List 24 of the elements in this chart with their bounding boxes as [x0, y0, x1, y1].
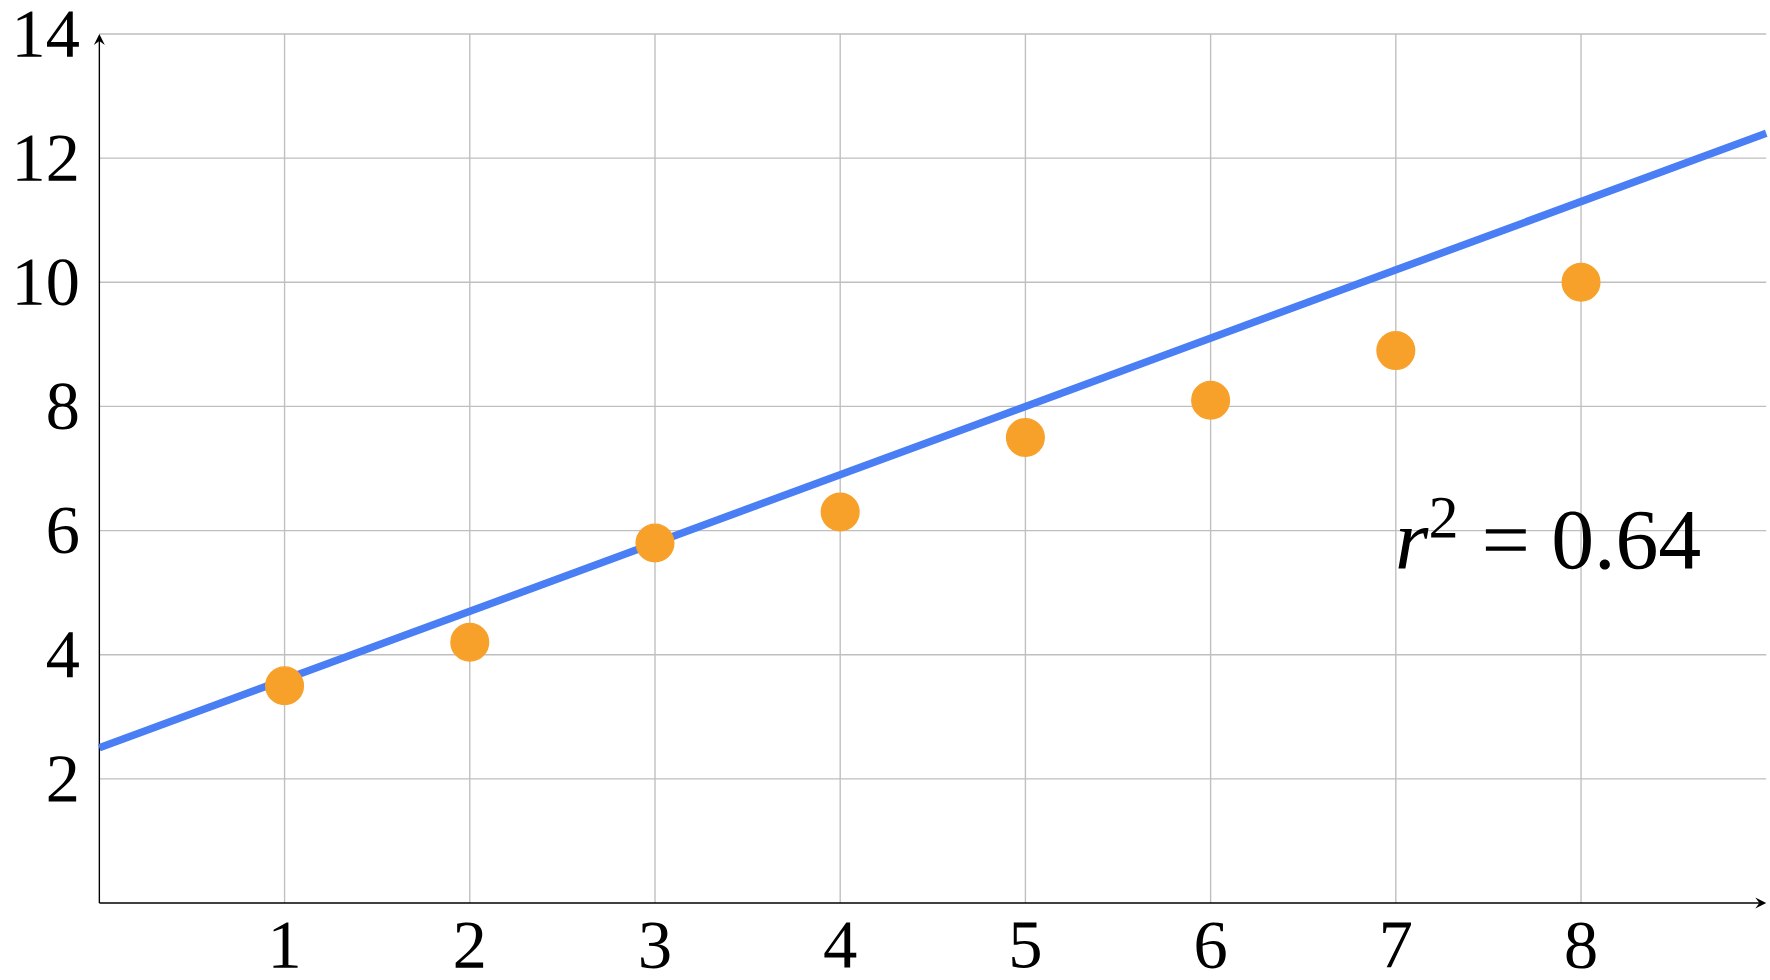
point [1191, 380, 1231, 420]
point [820, 492, 860, 532]
y-tick-label: 6 [48, 507, 78, 554]
x-tick-label: 2 [455, 922, 484, 968]
y-tick-label: 4 [47, 632, 79, 678]
y-tick-label: 14 [17, 11, 79, 57]
y-tick-label: 2 [48, 756, 77, 802]
x-tick-label: 5 [1012, 922, 1040, 968]
point [265, 666, 305, 706]
annotation: r$^{2}$ = 0.64 [1398, 497, 1700, 570]
point [1005, 417, 1045, 457]
x-tick-label: 1 [273, 922, 298, 968]
x-tick-label: 3 [641, 922, 670, 969]
point [635, 523, 675, 563]
x-tick-label: 4 [824, 922, 857, 968]
y-tick-label: 12 [17, 135, 77, 181]
x-tick-label: 7 [1383, 922, 1411, 968]
point [1561, 262, 1601, 302]
y-tick-label: 8 [48, 383, 78, 430]
x-tick-label: 6 [1196, 922, 1226, 969]
point [1376, 331, 1416, 371]
point [450, 622, 490, 662]
x-tick-label: 8 [1566, 922, 1596, 969]
y-tick-label: 10 [17, 259, 78, 306]
